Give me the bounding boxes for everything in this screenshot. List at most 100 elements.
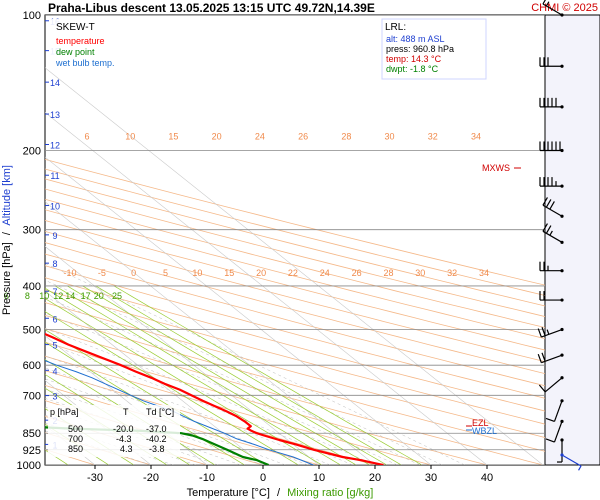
wind-barb-staff bbox=[542, 3, 563, 16]
table-row-850-t: 4.3 bbox=[120, 444, 133, 454]
isotherm bbox=[45, 156, 432, 465]
mxws-label: MXWS bbox=[482, 163, 510, 173]
temperature-tick-label: -30 bbox=[87, 472, 103, 484]
ylabel-altitude: Altitude [km] bbox=[1, 165, 13, 226]
wind-barb-dot bbox=[560, 438, 564, 442]
wind-barb-dot bbox=[560, 105, 564, 109]
wind-barb-feather bbox=[542, 223, 548, 232]
pressure-tick-label: 200 bbox=[23, 145, 41, 157]
wind-barb bbox=[557, 438, 564, 463]
moist-adiabat-label: 34 bbox=[471, 132, 481, 142]
moist-adiabat-label: 22 bbox=[288, 268, 298, 278]
lrl-press: press: 960.8 hPa bbox=[386, 44, 454, 54]
wind-barb-dot bbox=[560, 184, 564, 188]
temperature-tick-label: 30 bbox=[425, 472, 437, 484]
temperature-line bbox=[45, 332, 384, 465]
pressure-tick-label: 500 bbox=[23, 325, 41, 337]
lrl-dwpt: dwpt: -1.8 °C bbox=[386, 64, 439, 74]
pressure-tick-label: 300 bbox=[23, 225, 41, 237]
altitude-tick-label: 6 bbox=[52, 314, 57, 324]
moist-adiabat bbox=[45, 378, 286, 465]
wind-panel bbox=[544, 14, 600, 466]
mixing-ratio-label: 10 bbox=[39, 291, 49, 301]
altitude-tick-label: 8 bbox=[52, 259, 57, 269]
y-axis-title: Pressure [hPa] / Altitude [km] bbox=[1, 165, 13, 315]
temperature-tick-label: 0 bbox=[260, 472, 266, 484]
wind-barb-feather bbox=[545, 225, 552, 234]
temperature-tick-label: 10 bbox=[313, 472, 325, 484]
temperature-tick-label: 20 bbox=[369, 472, 381, 484]
moist-adiabat-label: 30 bbox=[385, 132, 395, 142]
altitude-tick-label: 13 bbox=[50, 110, 60, 120]
xlabel-mixing-ratio: Mixing ratio [g/kg] bbox=[287, 487, 373, 499]
wind-barb-dot bbox=[560, 399, 564, 403]
temperature-tick-label: -10 bbox=[199, 472, 215, 484]
wind-barb-half-feather bbox=[545, 1, 550, 7]
table-row-700-td: -40.2 bbox=[146, 434, 167, 444]
ylabel-separator: / bbox=[1, 231, 13, 235]
wind-barb bbox=[537, 352, 564, 364]
isotherm bbox=[45, 112, 488, 465]
wind-barb bbox=[542, 197, 564, 218]
moist-adiabat-label: 15 bbox=[168, 132, 178, 142]
pressure-tick-label: 100 bbox=[23, 10, 41, 22]
wind-barb-staff bbox=[541, 354, 563, 364]
moist-adiabat-label: 10 bbox=[125, 132, 135, 142]
legend: SKEW-T temperature dew point wet bulb te… bbox=[50, 19, 140, 71]
wind-barb-half-feather bbox=[578, 465, 582, 471]
moist-adiabat-label: 10 bbox=[192, 268, 202, 278]
wind-barb bbox=[539, 261, 564, 273]
lrl-temp: temp: 14.3 °C bbox=[386, 54, 442, 64]
table-header-p: p [hPa] bbox=[50, 407, 79, 417]
background-grid bbox=[45, 15, 545, 465]
moist-adiabat-label: 28 bbox=[341, 132, 351, 142]
chart-title: Praha-Libus descent 13.05.2025 13:15 UTC… bbox=[48, 1, 375, 15]
altitude-tick-label: 5 bbox=[52, 341, 57, 351]
isotherm bbox=[45, 335, 208, 465]
altitude-tick-label: 11 bbox=[50, 171, 59, 181]
wind-barb bbox=[538, 376, 564, 393]
mixing-ratio-label: 12 bbox=[53, 291, 63, 301]
altitude-tick-label: 4 bbox=[52, 366, 57, 376]
altitude-tick-label: 14 bbox=[50, 78, 60, 88]
wind-barb-dot bbox=[560, 148, 564, 153]
temperature-tick-label: -20 bbox=[143, 472, 159, 484]
isotherm bbox=[45, 201, 376, 465]
table-row-700-t: -4.3 bbox=[116, 434, 132, 444]
pressure-tick-label: 600 bbox=[23, 360, 41, 372]
wind-barb-dot bbox=[560, 64, 564, 68]
moist-adiabat-label: 6 bbox=[84, 132, 89, 142]
lrl-info-box: LRL: alt: 488 m ASL press: 960.8 hPa tem… bbox=[381, 18, 487, 80]
svg-text:Temperature [°C] /: Temperature [°C] / Mixing ratio [g/kg] bbox=[187, 487, 374, 499]
wind-barb-dot bbox=[560, 419, 564, 423]
profile-series bbox=[45, 332, 384, 465]
wind-barb bbox=[542, 0, 564, 17]
wind-barb-feather bbox=[545, 417, 555, 423]
table-row-850-td: -3.8 bbox=[149, 444, 165, 454]
altitude-tick-label: 10 bbox=[50, 201, 60, 211]
mixing-ratio-label: 8 bbox=[25, 291, 30, 301]
pressure-tick-label: 1000 bbox=[17, 460, 41, 472]
wind-barb-dot bbox=[560, 240, 564, 244]
wind-barb bbox=[539, 141, 564, 153]
wind-barb-feather bbox=[541, 352, 546, 362]
wind-barb-staff bbox=[561, 454, 582, 467]
wind-barb-dot bbox=[560, 13, 564, 17]
moist-adiabat-label: 0 bbox=[131, 268, 136, 278]
wind-barb-dot bbox=[560, 353, 564, 357]
xlabel-temperature: Temperature [°C] bbox=[187, 487, 270, 499]
wind-barb-staff bbox=[553, 400, 563, 422]
dry-adiabat bbox=[45, 230, 545, 363]
isotherm bbox=[45, 67, 544, 465]
mixing-ratio-label: 25 bbox=[112, 291, 122, 301]
wind-barb-feather bbox=[549, 201, 555, 210]
moist-adiabat-label: 5 bbox=[163, 268, 168, 278]
moist-adiabat-label: 32 bbox=[447, 268, 457, 278]
moist-adiabat-label: 24 bbox=[320, 268, 330, 278]
legend-title: SKEW-T bbox=[56, 22, 95, 33]
wind-barb-feather bbox=[542, 197, 548, 206]
mixing-ratio-label: 6 bbox=[4, 291, 9, 301]
dry-adiabat bbox=[45, 188, 545, 317]
wet-bulb-line bbox=[45, 360, 314, 465]
table-header-t: T bbox=[123, 407, 129, 417]
